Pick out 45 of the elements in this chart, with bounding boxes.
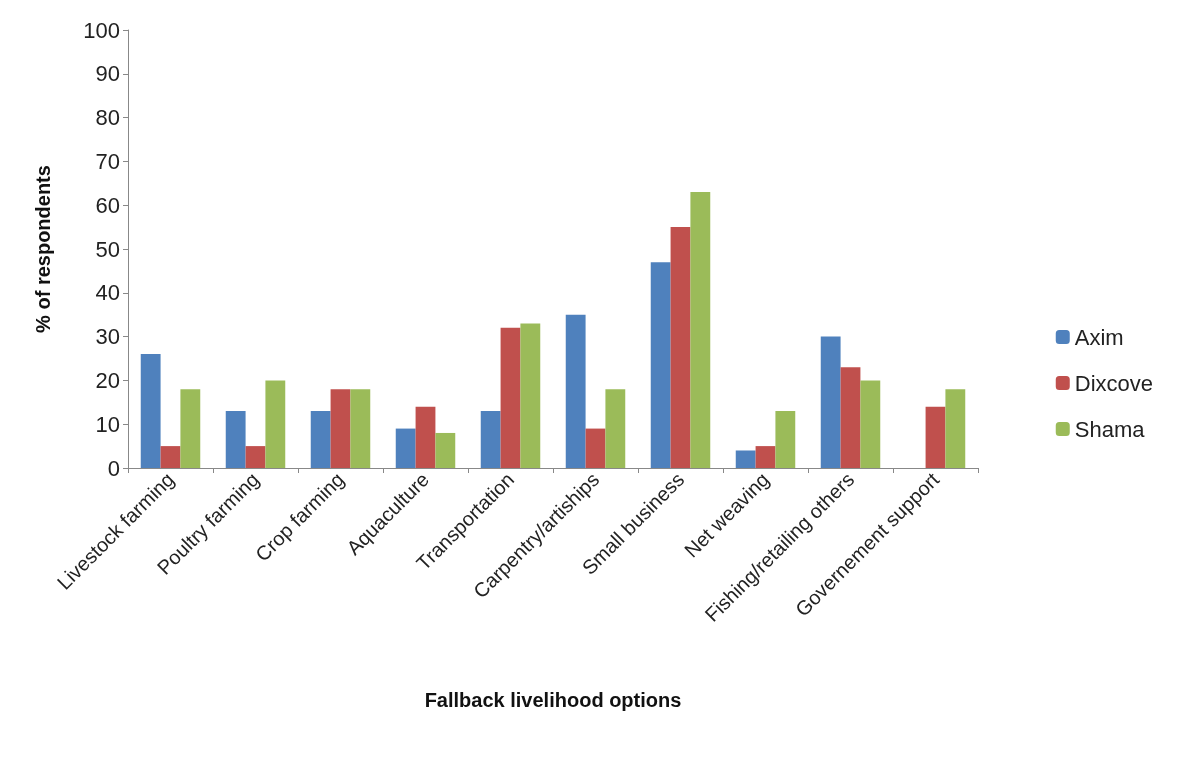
legend-label: Dixcove	[1074, 370, 1153, 396]
bar	[840, 367, 861, 468]
y-tick-label: 0	[107, 455, 120, 481]
bar	[500, 327, 521, 468]
bar	[310, 411, 331, 468]
bar	[945, 389, 966, 468]
y-tick-label: 50	[95, 236, 120, 262]
bar	[330, 389, 351, 468]
y-tick-label: 20	[95, 367, 120, 393]
bar	[690, 192, 711, 468]
y-tick-label: 10	[95, 411, 120, 437]
y-tick-label: 40	[95, 280, 120, 306]
bar	[520, 323, 541, 468]
y-tick-label: 60	[95, 192, 120, 218]
bar	[415, 406, 436, 468]
x-axis-title: Fallback livelihood options	[424, 689, 682, 711]
bar	[245, 446, 266, 468]
bar	[225, 411, 246, 468]
bar	[775, 411, 796, 468]
bar	[350, 389, 371, 468]
bar	[180, 389, 201, 468]
bar	[605, 389, 626, 468]
bar	[735, 450, 756, 468]
y-tick-label: 70	[95, 148, 120, 174]
bar	[820, 336, 841, 468]
bar	[585, 428, 606, 468]
bar	[860, 380, 881, 468]
bar	[140, 354, 161, 468]
y-axis-title: % of respondents	[32, 165, 54, 333]
y-tick-label: 30	[95, 324, 120, 350]
bar	[925, 406, 946, 468]
bar	[160, 446, 181, 468]
bar	[565, 314, 586, 468]
y-tick-label: 90	[95, 61, 120, 87]
bar	[480, 411, 501, 468]
bar	[650, 262, 671, 468]
bar	[395, 428, 416, 468]
y-tick-label: 80	[95, 105, 120, 131]
bar	[755, 446, 776, 468]
bar	[670, 227, 691, 468]
bar	[435, 432, 456, 468]
legend-label: Axim	[1074, 324, 1124, 350]
y-tick-label: 100	[83, 17, 120, 43]
bar	[265, 380, 286, 468]
legend-label: Shama	[1074, 416, 1146, 442]
